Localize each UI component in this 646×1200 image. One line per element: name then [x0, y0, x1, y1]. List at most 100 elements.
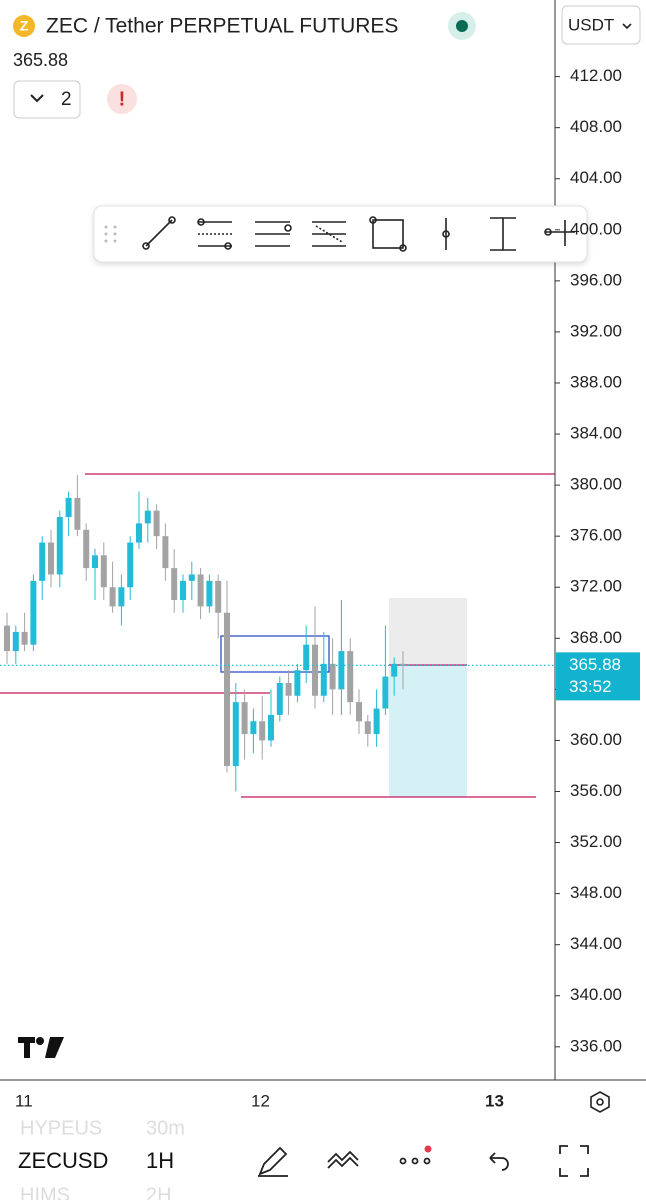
- parallel-tool[interactable]: [255, 221, 292, 247]
- prev-symbol[interactable]: HYPEUS: [20, 1117, 102, 1139]
- candle-body: [224, 612, 230, 766]
- y-tick-label: 344.00: [570, 934, 622, 953]
- settings-icon[interactable]: [590, 1091, 610, 1113]
- y-tick-label: 408.00: [570, 117, 622, 136]
- candle-body: [74, 497, 81, 530]
- candle-body: [312, 644, 318, 696]
- candle-body: [197, 574, 204, 607]
- candle-body: [338, 651, 345, 690]
- y-tick-label: 360.00: [570, 730, 622, 749]
- x-tick-label: 12: [251, 1091, 270, 1110]
- volume-tool[interactable]: [544, 220, 575, 246]
- indicator-count: 2: [61, 89, 72, 110]
- candle-body: [92, 555, 98, 569]
- candle-body: [356, 702, 362, 722]
- fib-tool[interactable]: [197, 218, 232, 250]
- y-tick-label: 356.00: [570, 781, 622, 800]
- price-axis: 412.00 408.00 404.00 400.00 396.00 392.00 388.…: [555, 66, 622, 1055]
- last-price-badge: [556, 652, 640, 701]
- x-tick-label: 13: [485, 1091, 504, 1110]
- candle-body: [144, 510, 151, 524]
- trend-line-tool[interactable]: [142, 216, 176, 250]
- fullscreen-button[interactable]: [559, 1145, 589, 1177]
- candle-body: [391, 663, 398, 677]
- drawings: [0, 473, 555, 798]
- next-interval[interactable]: 2H: [146, 1184, 172, 1200]
- y-tick-label: 368.00: [570, 628, 622, 647]
- candle-body: [21, 631, 28, 645]
- candle-body: [118, 587, 125, 607]
- status-dot: [456, 20, 468, 32]
- indicator-toggle[interactable]: [13, 80, 81, 119]
- candle-body: [136, 523, 142, 543]
- candle-body: [400, 663, 406, 666]
- candle-body: [39, 542, 46, 581]
- candle-body: [171, 568, 178, 600]
- alert-badge[interactable]: [107, 84, 137, 114]
- symbol[interactable]: ZECUSD: [18, 1148, 108, 1173]
- candle-body: [48, 542, 54, 575]
- candle-body: [364, 721, 371, 735]
- candle-body: [241, 702, 248, 735]
- coin-glyph: Z: [20, 18, 29, 34]
- interval[interactable]: 1H: [146, 1148, 174, 1173]
- candle-body: [127, 542, 134, 588]
- candle-body: [12, 631, 19, 652]
- candle-body: [83, 529, 90, 569]
- next-symbol[interactable]: HIMS: [20, 1184, 70, 1200]
- y-tick-label: 352.00: [570, 832, 622, 851]
- y-tick-label: 348.00: [570, 883, 622, 902]
- y-tick-label: 372.00: [570, 577, 622, 596]
- candle-body: [100, 555, 107, 588]
- candle-body: [215, 580, 222, 613]
- drag-handle: [104, 225, 117, 243]
- y-tick-label: 400.00: [570, 219, 622, 238]
- draw-button[interactable]: [258, 1146, 288, 1177]
- y-tick-label: 412.00: [570, 66, 622, 85]
- more-button[interactable]: [399, 1157, 431, 1165]
- vline-tool[interactable]: [442, 218, 450, 250]
- candle-body: [109, 587, 116, 607]
- y-tick-label: 380.00: [570, 475, 622, 494]
- candle-body: [232, 702, 239, 766]
- y-tick-label: 388.00: [570, 372, 622, 391]
- target-zone: [389, 665, 467, 797]
- candle-body: [347, 651, 354, 703]
- candle-body: [162, 536, 169, 569]
- candle-body: [206, 580, 213, 607]
- y-tick-label: 392.00: [570, 321, 622, 340]
- stop-zone: [389, 598, 467, 665]
- chevron: [30, 94, 44, 103]
- candles: [0, 474, 555, 792]
- range-box: [220, 635, 330, 673]
- logo: [18, 1037, 64, 1058]
- countdown-label: 33:52: [569, 677, 612, 696]
- alert-glyph: !: [119, 88, 126, 110]
- y-tick-label: 336.00: [570, 1036, 622, 1055]
- settings-icon-core: [596, 1098, 604, 1106]
- candle-body: [276, 682, 283, 715]
- y-tick-label: 396.00: [570, 270, 622, 289]
- candle-body: [382, 676, 389, 709]
- measure-tool[interactable]: [490, 217, 516, 251]
- candle-body: [268, 714, 274, 741]
- y-tick-label: 404.00: [570, 168, 622, 187]
- rect-tool[interactable]: [369, 216, 407, 252]
- currency-select[interactable]: [561, 5, 641, 45]
- candle-body: [320, 663, 327, 696]
- candle-body: [4, 625, 10, 652]
- prev-interval[interactable]: 30m: [146, 1117, 185, 1139]
- candle-body: [303, 644, 310, 671]
- pitchfork-tool[interactable]: [312, 221, 346, 247]
- candle-body: [180, 580, 186, 600]
- drawing-toolbar: [93, 205, 588, 263]
- candle-body: [285, 682, 292, 696]
- y-tick-label: 384.00: [570, 424, 622, 443]
- y-tick-label: 340.00: [570, 985, 622, 1004]
- coin-icon: [13, 15, 35, 37]
- last-price-label: 365.88: [569, 655, 621, 674]
- undo-button[interactable]: [489, 1152, 509, 1171]
- indicators-button[interactable]: [327, 1150, 359, 1169]
- currency: USDT: [568, 15, 614, 34]
